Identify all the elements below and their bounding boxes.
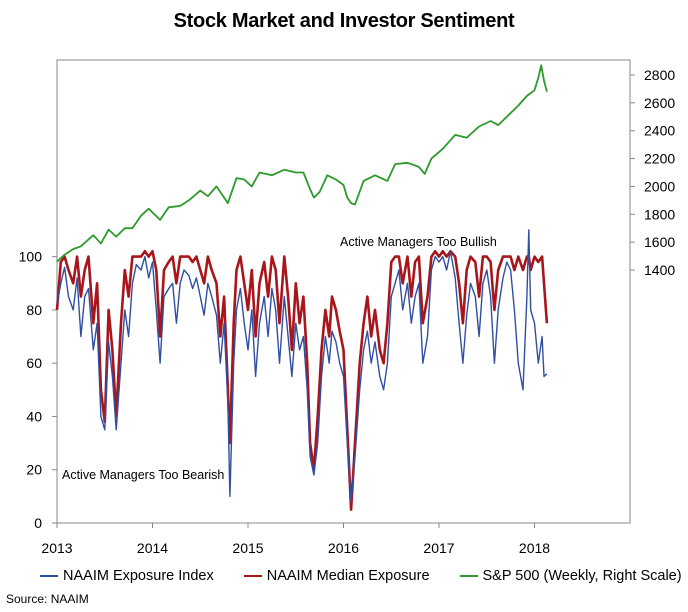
y-right-tick-label: 2200 [644,151,675,167]
y-right-tick-label: 2800 [644,67,675,83]
y-left-tick-label: 40 [26,408,42,424]
y-right-tick-label: 1800 [644,206,675,222]
source-note: Source: NAAIM [6,592,89,606]
y-left-tick-label: 0 [34,515,42,531]
legend-item-exposure-index: NAAIM Exposure Index [40,568,214,584]
x-tick-label: 2014 [137,540,168,556]
left-y-axis: 0 20 40 60 80 100 [19,249,57,531]
y-right-tick-label: 2400 [644,123,675,139]
legend-swatch-exposure-index [40,575,58,577]
legend-swatch-sp500 [459,575,478,577]
legend-label-exposure-index: NAAIM Exposure Index [63,568,214,584]
legend-item-median-exposure: NAAIM Median Exposure [243,568,430,584]
right-y-axis: 1400 1600 1800 2000 2200 2400 2600 2800 [630,67,675,278]
x-axis: 2013 2014 2015 2016 2017 2018 [41,523,550,556]
y-right-tick-label: 1600 [644,234,675,250]
y-left-tick-label: 60 [26,355,42,371]
y-right-tick-label: 1400 [644,262,675,278]
y-right-tick-label: 2600 [644,95,675,111]
y-left-tick-label: 100 [19,249,43,265]
series-line-exposure-index [56,229,548,503]
y-left-tick-label: 80 [26,302,42,318]
legend-label-sp500: S&P 500 (Weekly, Right Scale) [482,568,682,584]
legend-swatch-median-exposure [243,575,262,577]
annotation-too-bullish: Active Managers Too Bullish [340,235,497,249]
x-tick-label: 2016 [328,540,359,556]
series-layer [55,64,549,511]
series-line-median-exposure [55,250,549,511]
legend-item-sp500: S&P 500 (Weekly, Right Scale) [459,568,682,584]
x-tick-label: 2013 [41,540,72,556]
legend-label-median-exposure: NAAIM Median Exposure [266,568,430,584]
series-line-sp500 [56,64,548,263]
chart-title: Stock Market and Investor Sentiment [173,10,515,32]
legend: NAAIM Exposure Index NAAIM Median Exposu… [40,568,682,584]
y-right-tick-label: 2000 [644,178,675,194]
x-tick-label: 2017 [423,540,454,556]
y-left-tick-label: 20 [26,462,42,478]
annotation-too-bearish: Active Managers Too Bearish [62,468,224,482]
x-tick-label: 2015 [232,540,263,556]
x-tick-label: 2018 [519,540,550,556]
